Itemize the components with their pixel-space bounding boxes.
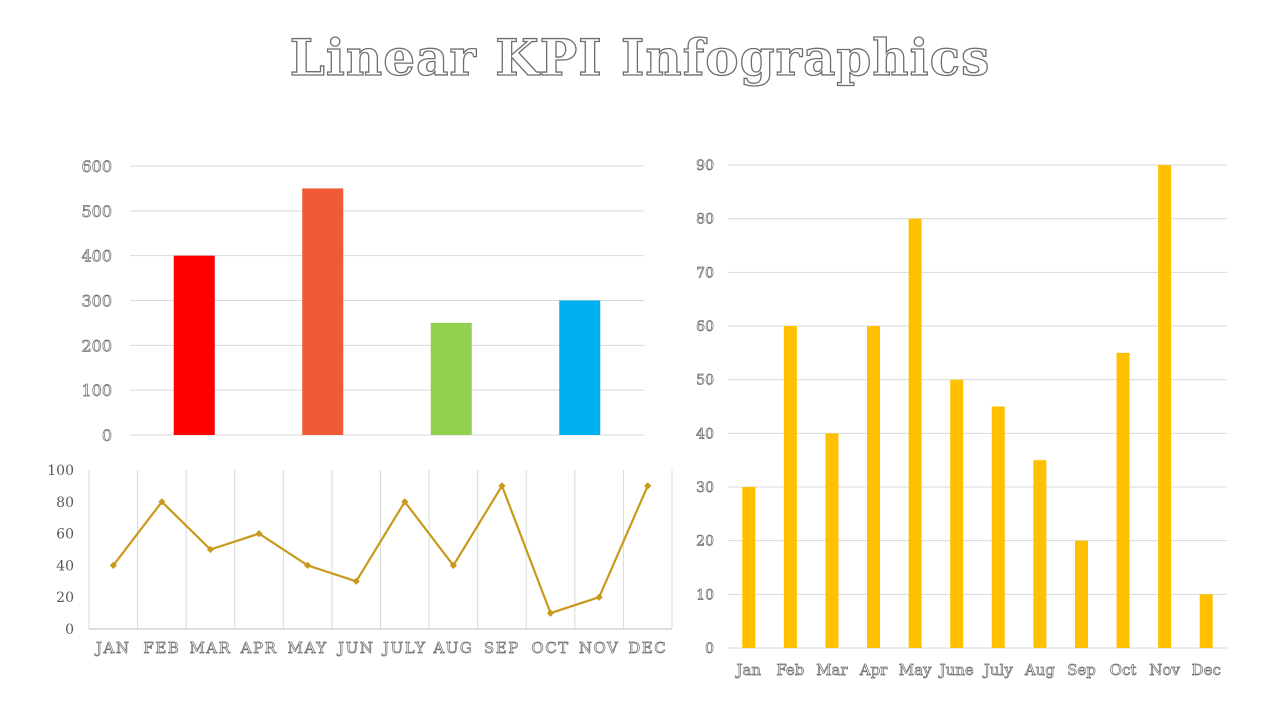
data-point: [401, 498, 409, 506]
y-tick-label: 70: [696, 265, 714, 281]
y-tick-label: 80: [696, 212, 714, 228]
x-tick-label: Apr: [859, 661, 888, 679]
y-tick-label: 0: [65, 622, 74, 638]
x-tick-label: DEC: [628, 639, 667, 657]
bar: [559, 300, 601, 435]
series-line: [112, 483, 649, 615]
x-tick-label: FEB: [143, 639, 180, 657]
x-tick-label: Nov: [1149, 661, 1180, 679]
page-title: Linear KPI Infographics: [289, 27, 991, 87]
data-point: [644, 482, 652, 490]
bar: [867, 326, 881, 648]
x-tick-label: JUN: [336, 639, 374, 657]
data-point: [595, 593, 603, 601]
data-point: [206, 545, 215, 554]
bar: [991, 406, 1005, 648]
y-tick-label: 400: [81, 247, 112, 266]
bar: [302, 188, 344, 435]
y-tick-label: 40: [696, 426, 714, 442]
x-tick-label: MAY: [288, 639, 328, 657]
x-tick-label: OCT: [531, 639, 569, 657]
bar: [1074, 540, 1088, 648]
y-tick-label: 20: [56, 590, 74, 606]
data-point: [255, 530, 263, 538]
x-tick-label: Dec: [1192, 661, 1221, 679]
x-tick-label: Feb: [776, 661, 804, 679]
x-tick-label: July: [982, 661, 1013, 679]
bar: [825, 433, 839, 648]
x-tick-label: Aug: [1024, 661, 1055, 679]
y-tick-label: 50: [696, 373, 714, 389]
bar: [430, 322, 472, 435]
x-tick-label: Oct: [1110, 661, 1137, 679]
y-tick-label: 60: [56, 527, 74, 543]
bar: [783, 326, 797, 648]
bar: [1116, 352, 1130, 648]
bar: [950, 379, 964, 648]
x-tick-label: NOV: [579, 639, 620, 657]
bar: [1158, 165, 1172, 648]
x-tick-label: Mar: [816, 661, 848, 679]
x-tick-label: June: [938, 661, 974, 679]
x-tick-label: AUG: [432, 639, 473, 657]
y-tick-label: 200: [81, 336, 112, 355]
x-tick-label: JAN: [94, 639, 130, 657]
bar: [173, 255, 215, 435]
bar: [1033, 460, 1047, 648]
y-tick-label: 600: [81, 157, 112, 176]
y-tick-label: 30: [696, 480, 714, 496]
y-tick-label: 100: [81, 381, 112, 400]
y-tick-label: 0: [102, 426, 112, 445]
y-tick-label: 20: [696, 534, 714, 550]
bar: [742, 487, 756, 648]
bar: [1199, 594, 1213, 648]
data-point: [109, 561, 117, 569]
y-tick-label: 10: [696, 587, 714, 603]
data-point: [449, 561, 457, 569]
x-tick-label: JULY: [381, 639, 427, 657]
y-tick-label: 100: [47, 463, 74, 479]
data-point: [498, 482, 506, 490]
x-tick-label: Sep: [1067, 661, 1096, 679]
x-tick-label: Jan: [734, 661, 761, 679]
y-tick-label: 60: [696, 319, 714, 335]
x-tick-label: APR: [240, 639, 278, 657]
data-point: [304, 561, 312, 569]
y-tick-label: 500: [81, 202, 112, 221]
data-point: [158, 498, 166, 506]
y-tick-label: 90: [696, 158, 714, 174]
y-tick-label: 0: [705, 641, 714, 657]
x-tick-label: SEP: [484, 639, 520, 657]
data-point: [352, 577, 360, 585]
y-tick-label: 40: [56, 558, 74, 574]
x-tick-label: MAR: [189, 639, 231, 657]
data-point: [546, 609, 555, 617]
y-tick-label: 300: [81, 292, 112, 311]
x-tick-label: May: [899, 661, 932, 679]
bar: [908, 218, 922, 648]
y-tick-label: 80: [56, 495, 74, 511]
